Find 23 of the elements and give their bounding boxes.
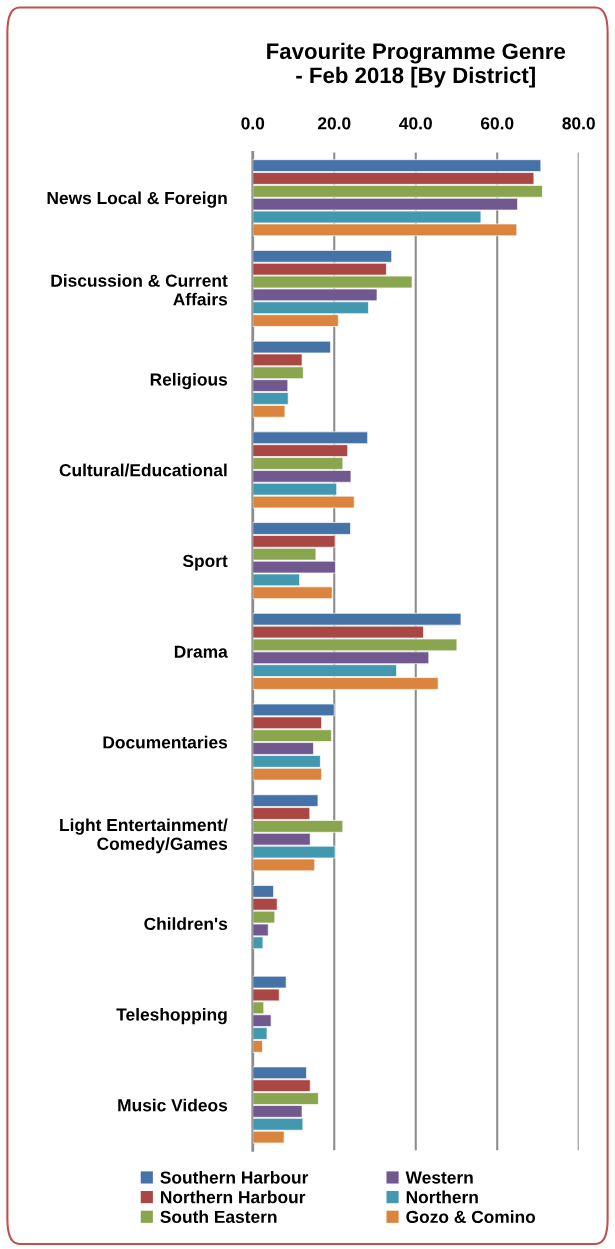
- chart-title: Favourite Programme Genre - Feb 2018 [By District]: [267, 42, 566, 88]
- legend-label: Western: [405, 1171, 473, 1184]
- legend-label: Southern Harbour: [160, 1170, 309, 1184]
- x-tick-label: 20.0: [317, 117, 351, 130]
- x-tick-label: 40.0: [399, 117, 432, 130]
- x-tick-label: 60.0: [480, 117, 514, 130]
- y-tick-label: Teleshopping: [116, 1007, 227, 1025]
- y-tick-label: News Local & Foreign: [47, 191, 227, 208]
- legend-label: South Eastern: [160, 1210, 277, 1224]
- x-tick-label: 0.0: [241, 117, 265, 130]
- legend-label: Gozo & Comino: [406, 1210, 536, 1224]
- y-tick-label: Sport: [182, 554, 228, 571]
- y-tick-label: Children's: [144, 917, 228, 930]
- y-tick-label: Drama: [174, 645, 228, 658]
- y-tick-label: Discussion & Current Affairs: [51, 274, 228, 306]
- y-tick-label: Cultural/Educational: [59, 463, 227, 477]
- y-tick-label: Religious: [150, 372, 228, 390]
- y-tick-label: Documentaries: [103, 735, 228, 749]
- y-tick-label: Light Entertainment/ Comedy/Games: [60, 818, 228, 854]
- legend-label: Northern: [406, 1190, 478, 1204]
- legend-label: Northern Harbour: [160, 1190, 306, 1204]
- y-tick-label: Music Videos: [118, 1098, 228, 1112]
- x-tick-label: 80.0: [562, 117, 595, 130]
